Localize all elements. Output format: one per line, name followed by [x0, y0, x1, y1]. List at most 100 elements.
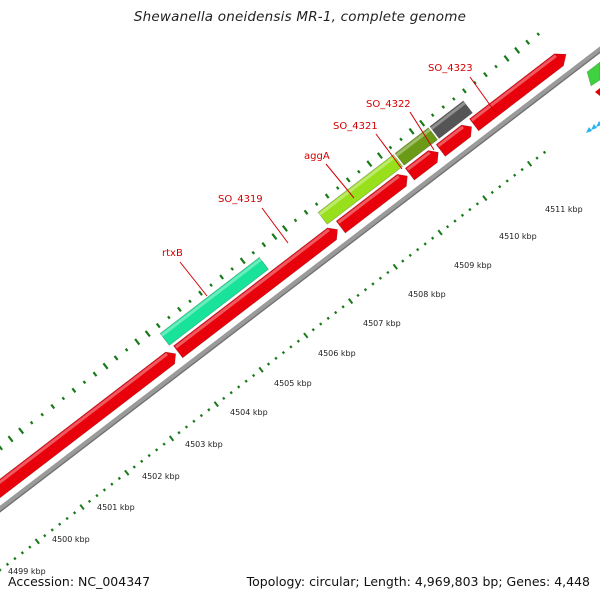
backbone-line [0, 46, 600, 513]
ruler-tick [274, 356, 278, 360]
gene-label-SO_4322: SO_4322 [366, 99, 411, 110]
ruler-tick [311, 328, 315, 332]
gc-dot [29, 420, 34, 425]
gc-dot [281, 225, 288, 232]
ruler-tick [520, 167, 524, 172]
kbp-tick-label: 4504 kbp [230, 408, 268, 417]
ruler-tick [168, 435, 175, 442]
kbp-tick-label: 4507 kbp [363, 319, 401, 328]
ruler-tick [334, 310, 338, 315]
ruler-tick [542, 150, 547, 155]
gene-labels: rtxB SO_4319 aggA SO_4321 SO_4322 SO_4323 [162, 63, 496, 297]
ruler-tick [371, 282, 375, 286]
cds-arrow[interactable] [469, 53, 567, 132]
gc-dot [188, 299, 192, 304]
kbp-tick-label: 4503 kbp [185, 440, 223, 449]
ruler-tick [289, 345, 293, 349]
gc-dot [324, 193, 330, 199]
gc-dot [102, 362, 109, 370]
gc-dot [483, 72, 488, 78]
ruler-tick [199, 413, 204, 418]
ruler-tick [5, 562, 10, 566]
ruler-tick [326, 316, 330, 320]
gc-dot [376, 152, 383, 160]
ruler-tick [184, 425, 189, 429]
kbp-tick-label: 4508 kbp [408, 290, 446, 299]
cds-arrow[interactable] [173, 227, 338, 359]
gene-SO_4321-box[interactable] [394, 127, 438, 166]
ruler-tick [386, 270, 390, 275]
genome-backbone [0, 46, 600, 513]
feature-track[interactable] [0, 53, 567, 510]
edge-green-gene [586, 61, 600, 87]
ruler-tick [162, 442, 166, 446]
gc-dot [134, 338, 141, 346]
gc-dot [303, 209, 309, 215]
gc-dot [230, 267, 234, 271]
ruler-tick [482, 195, 488, 202]
ruler-tick [222, 396, 226, 401]
gc-dot [209, 283, 213, 287]
ruler-tick [28, 545, 32, 549]
kbp-tick-label: 4506 kbp [318, 349, 356, 358]
gc-dot [345, 177, 351, 183]
kbp-tick-label: 4505 kbp [274, 379, 312, 388]
ruler-tick [430, 236, 435, 240]
cds-arrow[interactable] [435, 124, 472, 157]
ruler-tick [244, 379, 248, 383]
gc-dot [0, 445, 4, 451]
kbp-tick-label: 4509 kbp [454, 261, 492, 270]
gc-dot [167, 315, 171, 320]
ruler-tick [266, 362, 271, 366]
gc-dot [61, 396, 66, 401]
edge-blue-feature [596, 121, 600, 127]
ruler-tick [526, 160, 533, 167]
gc-dot [271, 233, 278, 240]
edge-red-cds [595, 88, 600, 96]
ruler-tick [258, 366, 264, 373]
gene-label-aggA: aggA [304, 151, 330, 162]
gc-skew-dots-outer [0, 32, 541, 451]
ruler-tick [408, 253, 412, 258]
gene-SO_4322-box[interactable] [429, 100, 473, 139]
label-leader-line [409, 111, 435, 151]
gene-aggA-box[interactable] [317, 154, 403, 225]
ruler-tick [475, 202, 480, 206]
gc-dot [430, 113, 435, 117]
label-leader-line [325, 163, 355, 199]
gc-dot [536, 32, 541, 37]
ruler-tick [437, 229, 443, 236]
ruler-tick [72, 511, 77, 515]
kbp-tick-label: 4502 kbp [142, 472, 180, 481]
cds-arrow[interactable] [0, 351, 177, 509]
gc-dot [461, 88, 467, 94]
ruler-tick [140, 459, 144, 463]
gene-label-SO_4319: SO_4319 [218, 194, 263, 205]
gc-dot [441, 105, 446, 109]
ruler-tick [281, 350, 286, 355]
gc-dot [419, 119, 426, 127]
ruler-tick [34, 538, 40, 545]
gene-rtxB-box[interactable] [159, 256, 269, 346]
ruler-tick [95, 493, 99, 498]
gc-dot [293, 218, 298, 223]
ruler-tick [102, 488, 107, 492]
gc-dot [113, 355, 119, 361]
cds-arrow[interactable] [335, 173, 408, 234]
ruler-tick [490, 190, 494, 195]
cds-arrow[interactable] [404, 150, 439, 181]
ruler-tick [296, 339, 300, 343]
ruler-tick [20, 551, 25, 555]
gc-dot [314, 202, 319, 207]
gc-dot [18, 427, 25, 435]
gc-dot [357, 169, 361, 174]
ruler-tick [213, 401, 219, 408]
kbp-tick-label: 4499 kbp [8, 567, 46, 576]
gc-dot [40, 412, 44, 417]
ruler-tick [505, 179, 509, 183]
ruler-tick [251, 373, 256, 378]
gc-dot [366, 160, 373, 168]
gc-dot [144, 330, 151, 338]
gc-dot [50, 403, 56, 410]
